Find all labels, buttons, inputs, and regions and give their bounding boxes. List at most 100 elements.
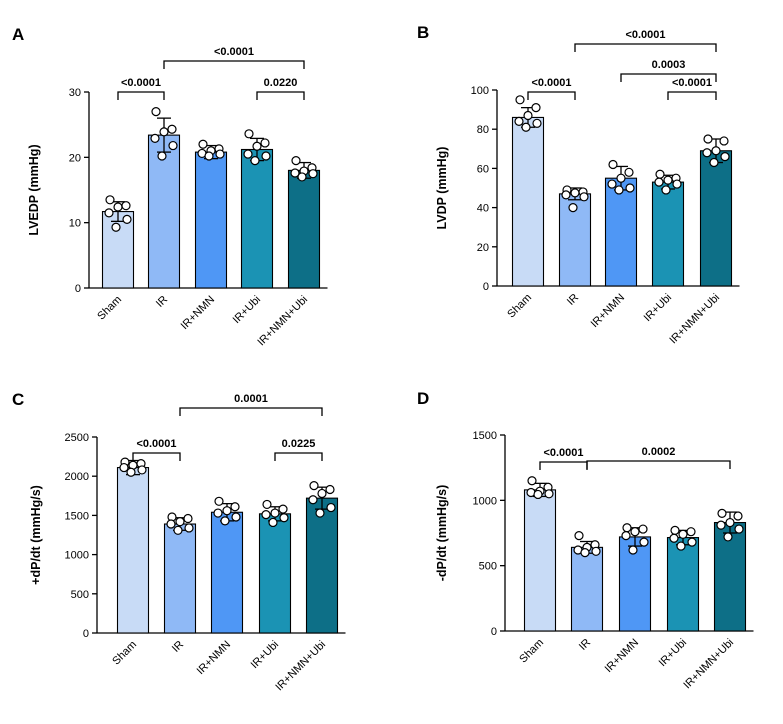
data-point [716,520,726,530]
significance-bracket [274,452,323,461]
data-point [719,136,729,146]
y-tick-label: 1000 [473,495,497,507]
data-point [279,513,289,523]
panel-c: C 0 500 1000 1500 2000 2500 +dP/dt (mmHg/s) Sham… [12,390,346,693]
x-tick-label: IR+NMN [179,294,218,333]
y-tick-label: 0 [483,281,489,293]
x-tick-label: IR+NMN+Ubi [255,294,310,349]
data-point [607,179,617,189]
data-point [268,517,278,528]
y-tick-label: 20 [69,152,81,164]
y-tick-label: 0 [491,626,497,638]
data-point [105,195,115,205]
bar-ir [163,523,197,634]
data-point [514,116,524,126]
data-point [532,118,542,128]
x-tick-label: IR [565,292,581,308]
y-tick-label: 1500 [65,510,89,522]
y-tick-label: 80 [477,124,489,136]
x-tick-label: IR+Ubi [249,639,281,671]
x-tick-label: IR+Ubi [657,637,689,669]
data-point [678,529,688,539]
data-point [687,537,697,547]
significance-bracket [620,73,717,82]
data-point [655,169,665,179]
data-point [625,183,635,193]
bar-ir-nmn-ubi [699,150,733,287]
data-point [702,148,712,158]
p-value-label: 0.0003 [652,59,686,71]
data-point [220,516,230,526]
data-point [670,525,680,535]
significance-bracket [132,452,181,461]
bar-ir-ubi [666,537,700,632]
data-point [244,129,254,139]
y-tick-label: 100 [471,85,489,97]
data-point [184,523,194,533]
data-point [669,533,679,543]
y-tick-label: 2000 [65,471,89,483]
p-value-label: 0.0220 [264,77,298,89]
y-tick-label: 1000 [65,550,89,562]
data-point [291,156,301,166]
y-tick-label: 40 [477,203,489,215]
significance-bracket [527,91,576,100]
data-point [523,110,533,121]
y-tick-label: 10 [69,218,81,230]
y-tick-label: 2500 [65,432,89,444]
panel-letter: D [417,389,429,408]
panel-letter: A [12,25,24,44]
data-point [579,192,589,202]
data-point [717,508,727,519]
data-point [157,151,167,161]
data-point [711,146,721,156]
data-point [515,95,525,105]
data-point [222,506,232,516]
data-point [622,523,632,533]
data-point [720,152,730,162]
data-point [309,481,319,491]
data-point [151,106,161,117]
x-tick-label: Sham [517,637,546,666]
p-value-label: 0.0001 [234,393,268,405]
data-point [608,159,618,170]
data-point [568,203,578,213]
data-point [213,508,223,518]
significance-bracket [586,460,731,469]
data-point [270,508,280,518]
y-axis-label: LVEDP (mmHg) [27,144,41,235]
x-tick-label: IR+NMN+Ubi [667,292,722,347]
data-point [262,499,272,510]
bar-sham [523,489,557,632]
bar-sham [116,467,150,634]
y-tick-label: 20 [477,242,489,254]
p-value-label: <0.0001 [214,46,254,58]
data-point [119,462,129,473]
data-point [122,214,132,224]
data-point [709,157,719,168]
data-point [630,527,640,537]
y-tick-label: 500 [71,589,89,601]
data-point [325,484,335,495]
data-point [260,138,270,148]
data-point [663,175,673,185]
significance-bracket [179,407,323,416]
data-point [308,495,318,505]
data-point [308,169,318,179]
data-point [137,465,147,475]
significance-bracket [539,461,588,470]
x-tick-label: IR [577,637,593,653]
data-point [261,510,271,520]
significance-bracket [117,91,165,100]
significance-bracket [163,60,305,69]
x-tick-label: IR+NMN+Ubi [681,637,736,692]
panel-d: D 0 500 1000 1500 -dP/dt (mmHg/s) Sham IR IR+NMN… [417,389,754,691]
y-axis-label: LVDP (mmHg) [435,147,449,230]
data-point [616,173,626,183]
data-point [561,190,571,200]
x-tick-label: Sham [505,292,534,321]
data-point [723,532,733,542]
data-point [686,527,696,537]
significance-bracket [667,91,717,100]
panel-letter: C [12,390,24,409]
